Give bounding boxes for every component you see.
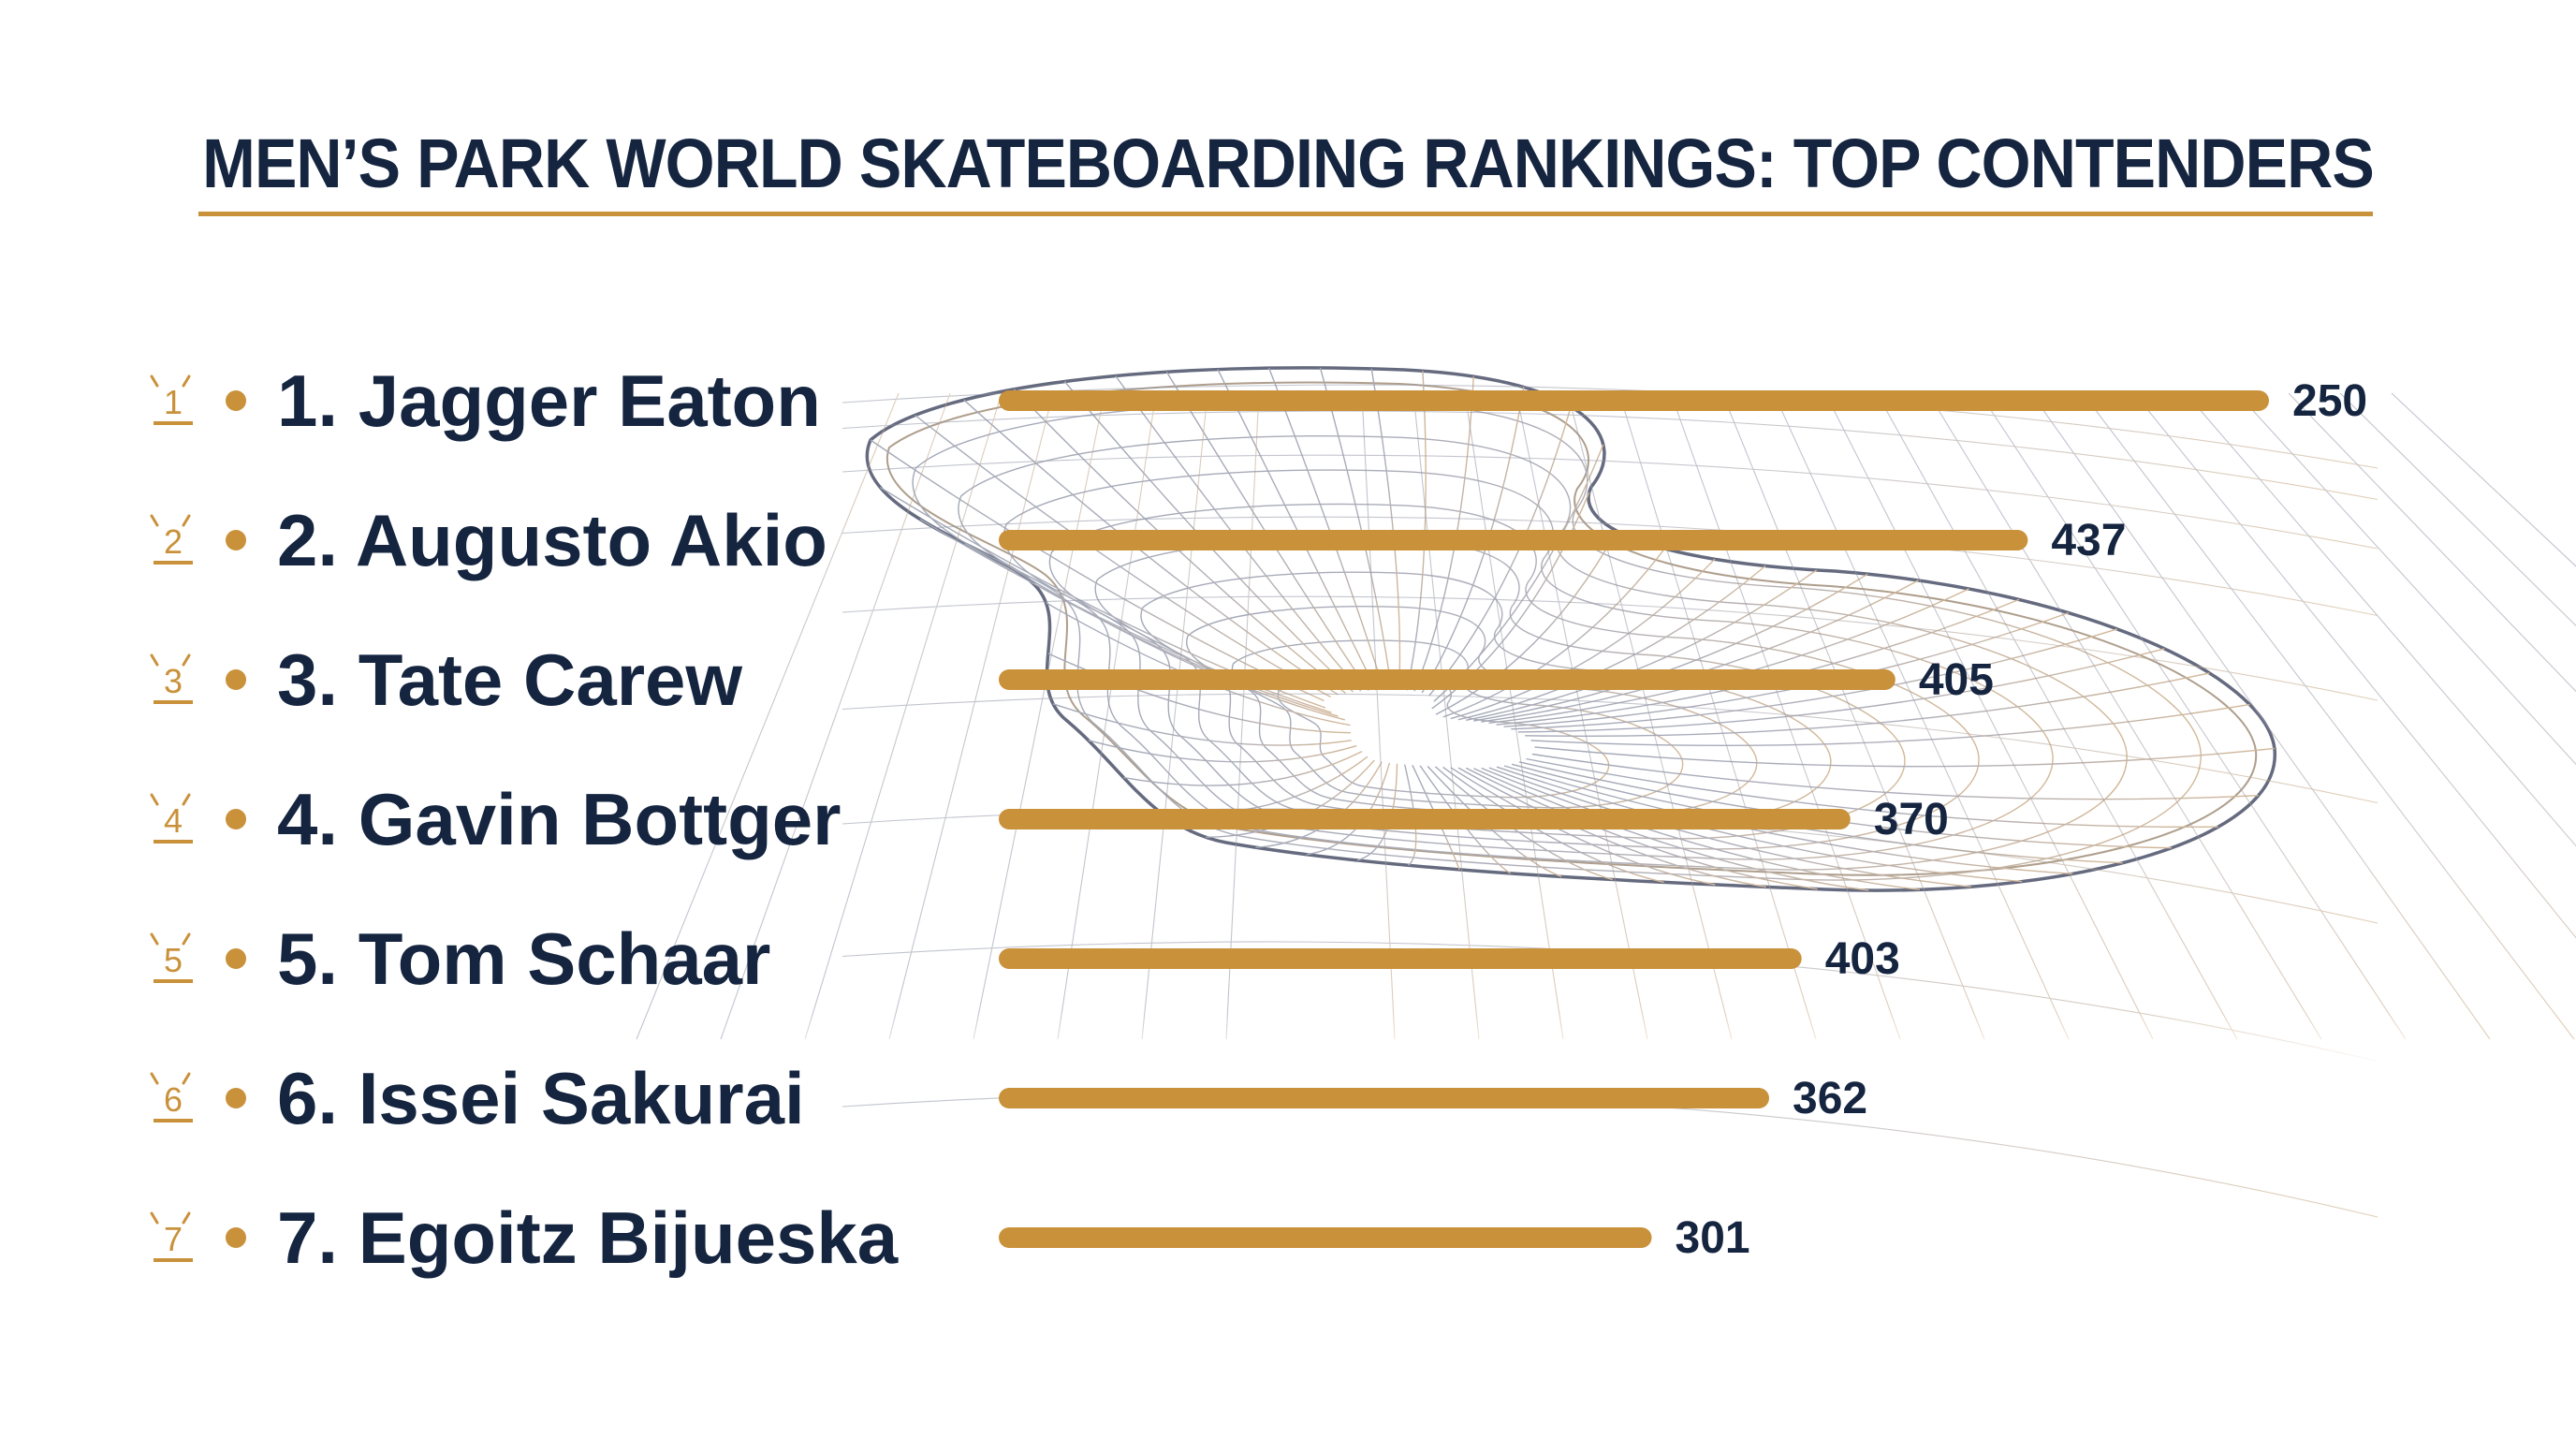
value-label: 301 [1676, 1213, 1750, 1263]
rank-mark: 1 [150, 374, 193, 425]
category-label: 4. Gavin Bottger [277, 778, 841, 860]
rank-mark: 6 [150, 1072, 193, 1123]
category-label: 7. Egoitz Bijueska [277, 1196, 899, 1279]
bullet-dot [226, 390, 246, 411]
rank-mark: 7 [150, 1211, 193, 1262]
rank-mark: 4 [150, 793, 193, 844]
value-label: 250 [2292, 376, 2367, 426]
bullet-dot [226, 948, 246, 969]
category-label: 1. Jagger Eaton [277, 360, 821, 442]
value-label: 405 [1919, 655, 1994, 705]
category-label: 2. Augusto Akio [277, 499, 827, 581]
rank-mark: 2 [150, 514, 193, 565]
bullet-dot [226, 809, 246, 829]
rank-mark-label: 5 [164, 941, 183, 979]
title-underline [198, 212, 2373, 216]
bullet-dot [226, 530, 246, 550]
rank-mark-label: 6 [164, 1080, 183, 1119]
rank-mark-label: 2 [164, 522, 183, 561]
chart-title: MEN’S PARK WORLD SKATEBOARDING RANKINGS:… [202, 125, 2375, 202]
rank-mark-label: 1 [164, 383, 183, 421]
value-label: 370 [1874, 795, 1949, 844]
value-label: 403 [1825, 934, 1900, 984]
category-label: 5. Tom Schaar [277, 917, 770, 1000]
rank-mark: 5 [150, 932, 193, 983]
value-label: 362 [1793, 1074, 1867, 1123]
category-label: 3. Tate Carew [277, 638, 742, 721]
bullet-dot [226, 1227, 246, 1248]
value-label: 437 [2051, 516, 2126, 565]
category-label: 6. Issei Sakurai [277, 1057, 805, 1139]
rank-mark-label: 3 [164, 662, 183, 700]
rank-mark-label: 7 [164, 1220, 183, 1258]
rank-mark-label: 4 [164, 801, 183, 840]
rank-mark: 3 [150, 653, 193, 704]
bullet-dot [226, 1088, 246, 1108]
bullet-dot [226, 669, 246, 690]
